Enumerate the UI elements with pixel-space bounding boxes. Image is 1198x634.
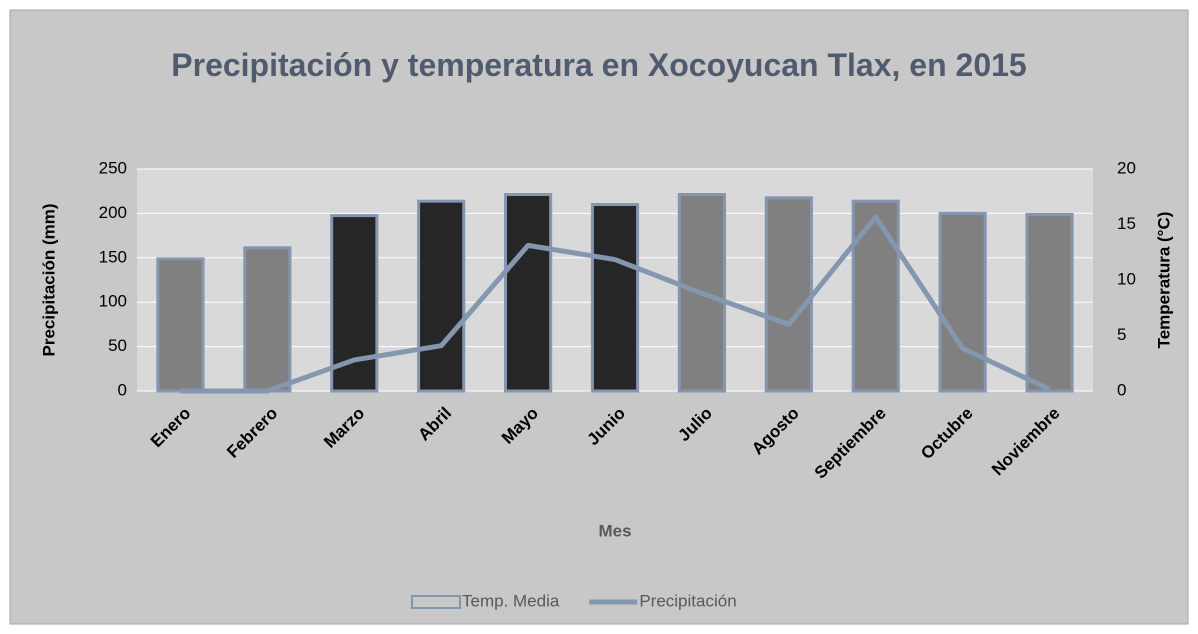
bar [417,199,466,393]
bar [330,214,379,393]
y-tick-label: 50 [108,336,127,355]
bar [243,246,292,393]
y-axis-title: Precipitación (mm) [39,203,58,356]
bar [156,257,205,393]
legend-label: Precipitación [639,591,736,610]
y2-axis-title: Temperatura (°C) [1154,212,1173,349]
bar [938,211,987,393]
y2-tick-label: 5 [1117,325,1126,344]
y-tick-label: 200 [99,203,127,222]
bar [764,196,813,393]
y2-tick-label: 15 [1117,214,1136,233]
bar [851,199,900,393]
y2-tick-label: 10 [1117,269,1136,288]
y2-tick-label: 20 [1117,158,1136,177]
bar [590,203,640,393]
bar [503,193,553,393]
y-tick-label: 150 [99,247,127,266]
line [180,214,1051,394]
bar [677,193,727,393]
y-tick-label: 0 [118,380,127,399]
y-tick-label: 250 [99,158,127,177]
chart-title: Precipitación y temperatura en Xocoyucan… [171,47,1027,83]
y2-tick-label: 0 [1117,380,1126,399]
bar [1025,213,1074,393]
legend-swatch [411,595,461,609]
legend-label: Temp. Media [462,591,560,610]
x-axis-title: Mes [598,521,631,540]
y-tick-label: 100 [99,292,127,311]
